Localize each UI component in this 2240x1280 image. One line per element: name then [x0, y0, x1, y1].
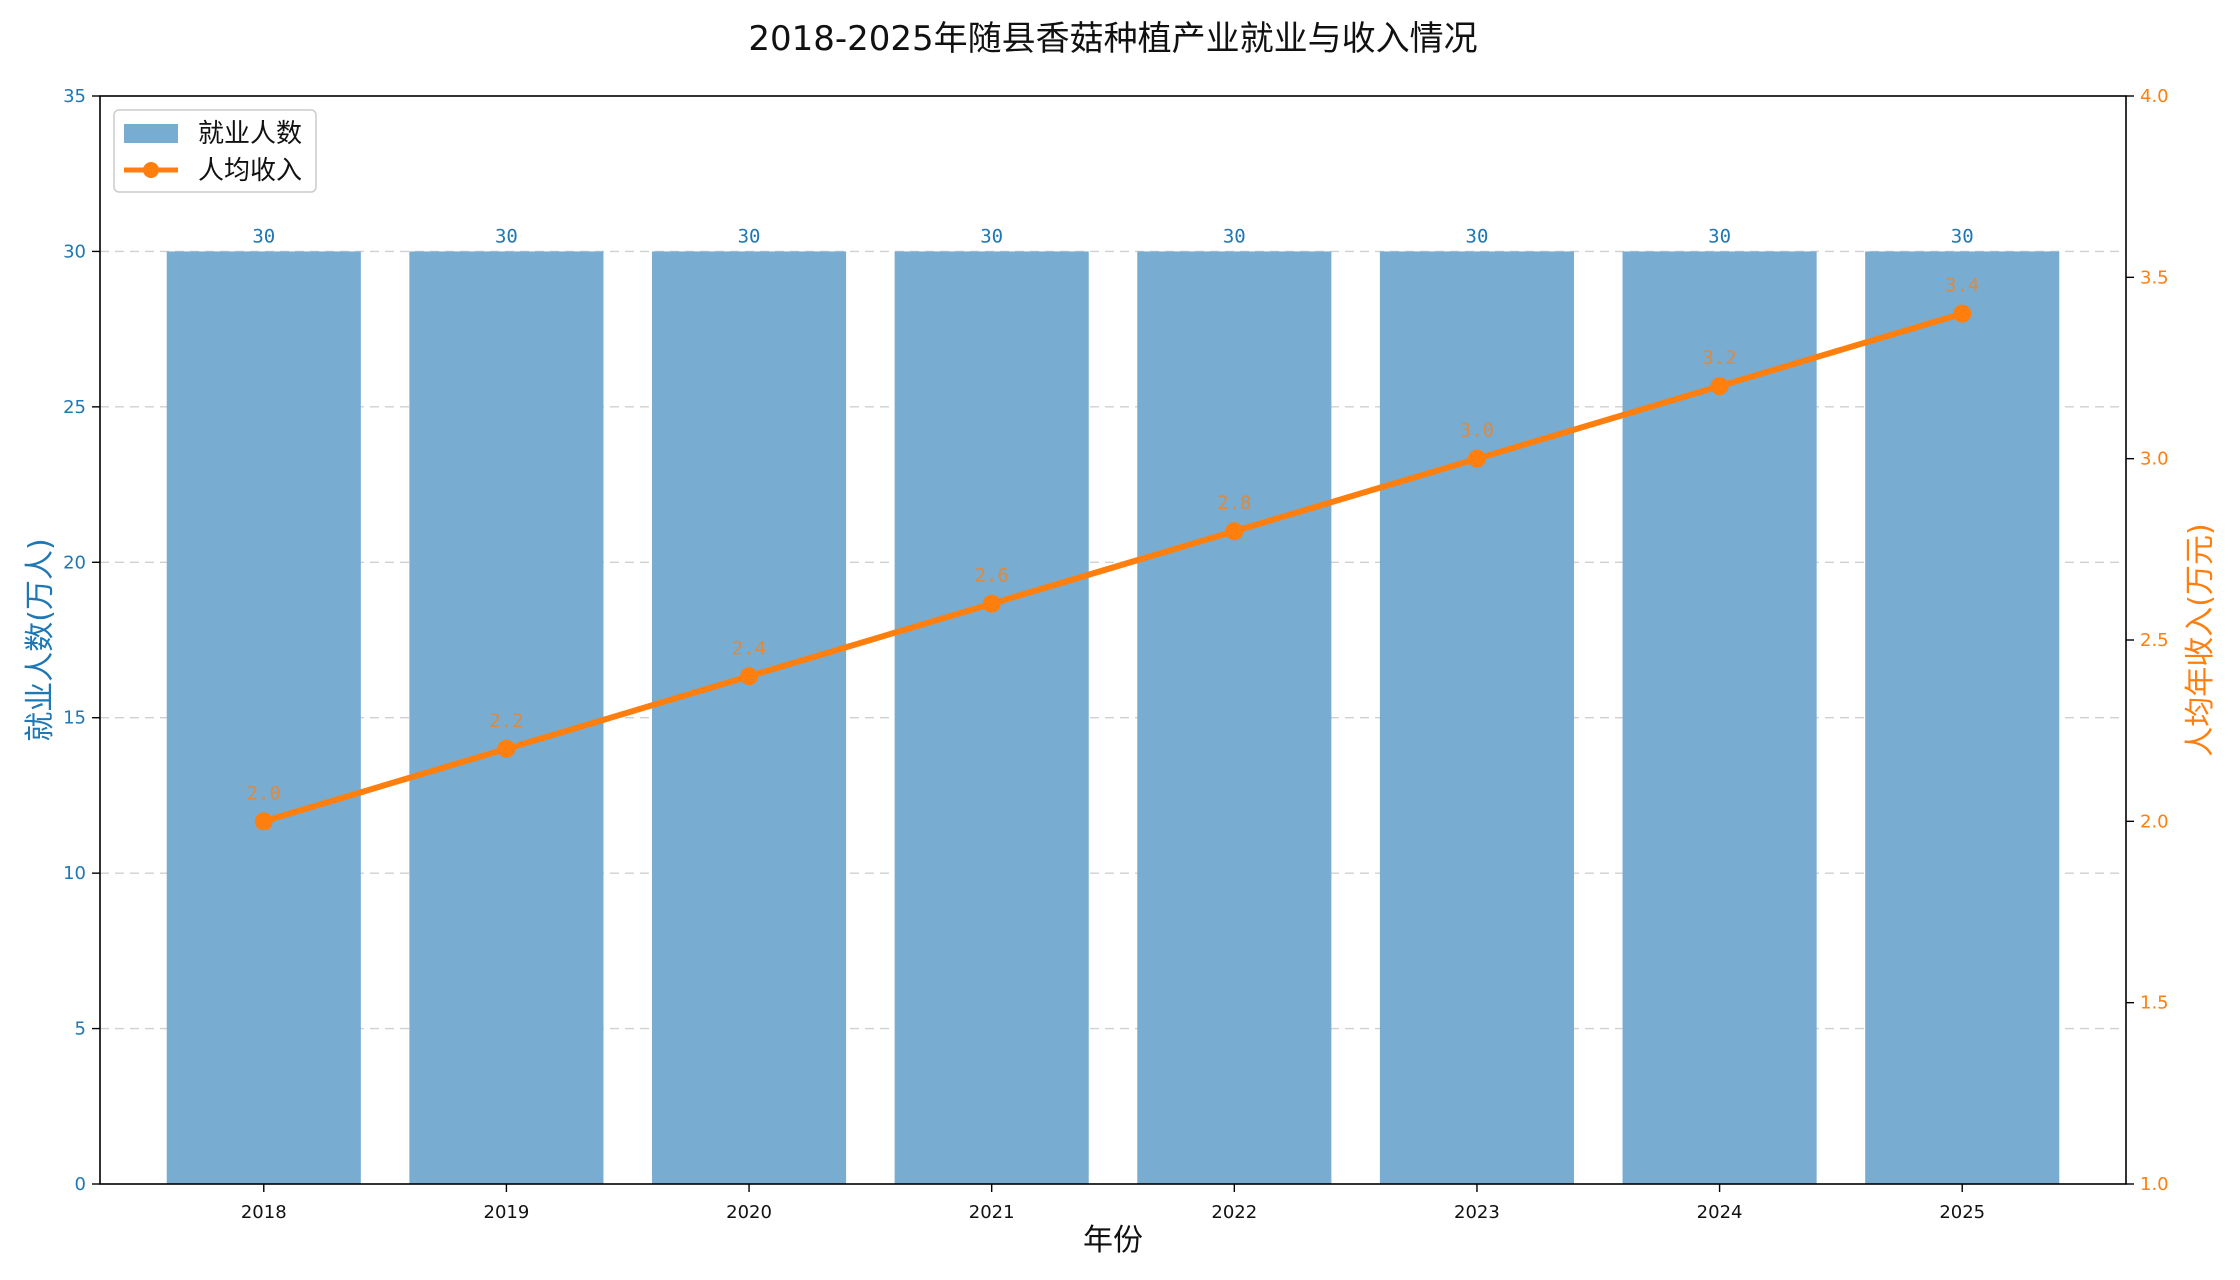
right-tick-label: 1.5 — [2140, 993, 2169, 1014]
right-tick-label: 3.5 — [2140, 267, 2169, 288]
bar-2023 — [1379, 251, 1575, 1184]
income-point-2019 — [497, 739, 516, 758]
bar-2022 — [1137, 251, 1332, 1184]
bar-value-label: 30 — [980, 225, 1003, 247]
line-data-labels: 2.0 2.2 2.4 2.6 2.8 3.0 3.2 3.4 — [247, 275, 1980, 805]
right-tick-label: 3.0 — [2140, 449, 2169, 470]
income-value-label: 2.8 — [1217, 492, 1251, 514]
x-tick-label: 2020 — [726, 1202, 772, 1223]
bar-value-label: 30 — [252, 225, 275, 247]
left-y-axis-label: 就业人数(万人) — [23, 538, 58, 741]
x-tick-label: 2021 — [969, 1202, 1015, 1223]
left-tick-label: 5 — [75, 1019, 86, 1040]
income-value-label: 3.0 — [1460, 420, 1494, 442]
bar-value-label: 30 — [1708, 225, 1731, 247]
income-value-label: 2.4 — [732, 637, 766, 659]
bar-2018 — [166, 251, 361, 1184]
bar-value-label: 30 — [1951, 225, 1974, 247]
x-tick-label: 2019 — [484, 1202, 530, 1223]
left-tick-label: 25 — [63, 397, 86, 418]
bar-2019 — [409, 251, 604, 1184]
x-tick-label: 2025 — [1939, 1202, 1985, 1223]
income-point-2018 — [254, 812, 273, 831]
left-y-axis-ticks: 0 5 10 15 20 25 30 35 — [63, 86, 100, 1195]
chart-title: 2018-2025年随县香菇种植产业就业与收入情况 — [748, 19, 1477, 59]
right-y-axis-ticks: 1.0 1.5 2.0 2.5 3.0 3.5 4.0 — [2126, 86, 2169, 1195]
right-y-axis-label: 人均年收入(万元) — [2183, 523, 2218, 756]
right-tick-label: 1.0 — [2140, 1174, 2169, 1195]
income-value-label: 3.2 — [1702, 347, 1736, 369]
income-point-2022 — [1225, 522, 1244, 541]
legend-label-income: 人均收入 — [198, 156, 302, 186]
bar-value-label: 30 — [1223, 225, 1246, 247]
income-line — [262, 310, 1964, 825]
income-value-label: 2.2 — [489, 710, 523, 732]
bar-value-label: 30 — [495, 225, 518, 247]
x-tick-label: 2024 — [1697, 1202, 1743, 1223]
x-axis-label: 年份 — [1083, 1223, 1143, 1258]
bar-value-label: 30 — [1466, 225, 1489, 247]
income-value-label: 2.6 — [975, 565, 1009, 587]
x-tick-label: 2022 — [1211, 1202, 1257, 1223]
grid-lines — [100, 250, 2126, 1030]
bar-value-label: 30 — [738, 225, 761, 247]
line-series — [254, 304, 1972, 831]
legend-line-marker — [143, 162, 159, 178]
legend-bar-swatch — [124, 124, 178, 143]
bar-2021 — [894, 251, 1089, 1184]
bar-2020 — [651, 251, 847, 1184]
left-tick-label: 30 — [63, 241, 86, 262]
legend: 就业人数 人均收入 — [113, 109, 317, 193]
left-tick-label: 20 — [63, 552, 86, 573]
x-tick-label: 2023 — [1454, 1202, 1500, 1223]
income-point-2023 — [1467, 449, 1486, 468]
income-point-2021 — [982, 594, 1001, 613]
left-tick-label: 10 — [63, 863, 86, 884]
left-tick-label: 35 — [63, 86, 86, 107]
income-point-2025 — [1953, 304, 1972, 323]
right-tick-label: 2.5 — [2140, 630, 2169, 651]
right-tick-label: 4.0 — [2140, 86, 2169, 107]
income-point-2020 — [740, 667, 759, 686]
bar-data-labels: 30 30 30 30 30 30 30 30 — [252, 225, 1973, 247]
income-point-2024 — [1710, 377, 1729, 396]
income-value-label: 3.4 — [1945, 275, 1979, 297]
x-tick-label: 2018 — [241, 1202, 287, 1223]
income-value-label: 2.0 — [247, 782, 281, 804]
bar-series — [166, 251, 2060, 1184]
bar-2025 — [1865, 251, 2060, 1184]
legend-label-employment: 就业人数 — [198, 119, 302, 149]
left-tick-label: 15 — [63, 708, 86, 729]
right-tick-label: 2.0 — [2140, 811, 2169, 832]
left-tick-label: 0 — [75, 1174, 86, 1195]
plot-frame — [99, 95, 2127, 1185]
x-axis-ticks: 2018 2019 2020 2021 2022 2023 2024 2025 — [241, 1184, 1985, 1223]
